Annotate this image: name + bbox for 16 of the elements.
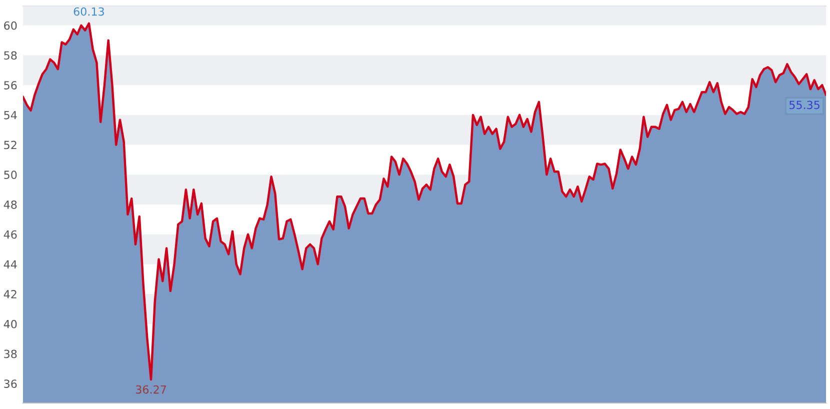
- y-tick-label: 54: [4, 111, 17, 120]
- y-tick-label: 40: [4, 320, 17, 328]
- annotation: 60.13: [74, 7, 104, 16]
- y-tick-label: 60: [4, 21, 17, 30]
- y-tick-label: 42: [4, 290, 16, 298]
- annotation: 55.35: [789, 100, 820, 110]
- annotation: 36.27: [136, 385, 166, 394]
- y-tick-label: 56: [4, 81, 17, 90]
- y-tick-label: 46: [4, 230, 17, 239]
- y-tick-label: 52: [4, 140, 16, 150]
- y-tick-label: 44: [4, 260, 17, 268]
- y-tick-label: 58: [4, 51, 17, 60]
- y-tick-label: 48: [4, 200, 17, 209]
- y-tick-label: 36: [4, 380, 17, 388]
- y-tick-label: 50: [4, 170, 17, 180]
- y-tick-label: 38: [4, 350, 17, 358]
